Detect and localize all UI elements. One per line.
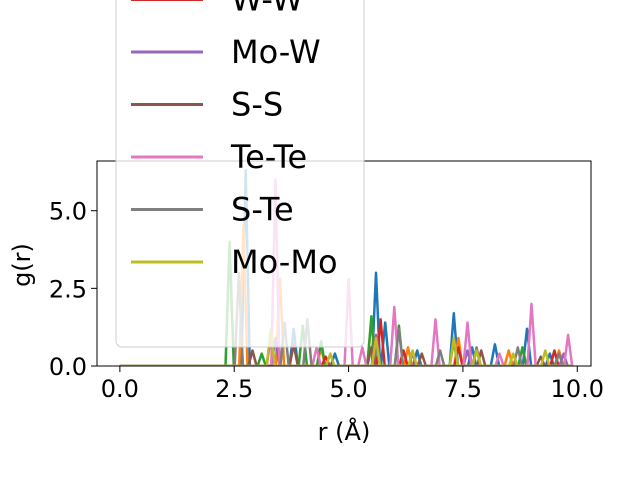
y-axis-label: g(r) — [8, 243, 36, 287]
legend-label-te-te: Te-Te — [230, 138, 307, 176]
x-axis-label: r (Å) — [318, 417, 371, 446]
x-tick-label: 0.0 — [101, 375, 139, 403]
legend-label-w-w: W-W — [231, 0, 303, 19]
x-axis-ticks: 0.0 2.5 5.0 7.5 10.0 — [101, 366, 604, 403]
y-axis-ticks: 0.0 2.5 5.0 — [49, 198, 97, 381]
y-tick-label: 5.0 — [49, 198, 87, 226]
y-tick-label: 2.5 — [49, 275, 87, 303]
series-layer — [119, 169, 574, 366]
x-tick-label: 2.5 — [215, 375, 253, 403]
legend-label-mo-mo: Mo-Mo — [231, 243, 338, 281]
series-line-te-te — [119, 178, 574, 366]
legend-label-mo-w: Mo-W — [231, 33, 321, 71]
legend-box — [115, 0, 365, 348]
x-tick-label: 5.0 — [329, 375, 367, 403]
x-tick-label: 7.5 — [444, 375, 482, 403]
series-line-mo-mo — [119, 327, 573, 366]
legend-label-s-s: S-S — [231, 86, 283, 124]
x-tick-label: 10.0 — [551, 375, 604, 403]
y-tick-label: 0.0 — [49, 353, 87, 381]
legend-label-s-te: S-Te — [231, 191, 294, 229]
